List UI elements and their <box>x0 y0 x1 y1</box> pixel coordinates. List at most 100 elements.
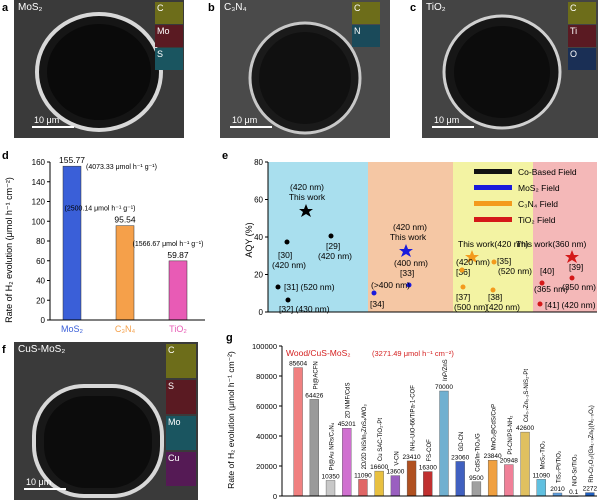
point-40 <box>539 280 545 286</box>
bar-name-label: MnO₂@CdS/CoP <box>492 404 498 450</box>
this-work-star-tio2 <box>565 250 579 263</box>
bar-value-label: 155.77 <box>59 155 85 165</box>
bar <box>504 464 514 497</box>
bar-value-label: 85604 <box>289 361 307 368</box>
chart-g: Rate of H₂ evolution (μmol h⁻¹ cm⁻²) 0 20… <box>226 342 598 501</box>
y-tick-label: 0 <box>41 316 46 325</box>
e-text: (>400 nm) <box>371 280 410 290</box>
point-36 <box>459 267 465 273</box>
bar <box>325 480 336 497</box>
y-tick-label: 40000 <box>256 432 277 441</box>
legend-label: Co-Based Field <box>518 167 577 177</box>
y-tick-label: 40 <box>36 277 45 286</box>
bar-name-label: NiO-Sr/TiO₂ <box>573 454 579 486</box>
y-tick-label: 80000 <box>256 372 277 381</box>
panel-d-letter: d <box>2 150 9 162</box>
eds-map-mo: Mo <box>166 416 196 450</box>
bar-note: (4073.33 μmol h⁻¹ g⁻¹) <box>86 164 157 171</box>
e-text: [38] <box>488 292 502 302</box>
bar-value-label: 20948 <box>500 458 518 465</box>
y-axis-label: Rate of H₂ evolution (μmol h⁻¹ cm⁻²) <box>4 177 14 323</box>
panel-c-letter: c <box>410 2 417 14</box>
eds-map-s: S <box>166 380 196 414</box>
bar-value-label: 95.54 <box>114 215 136 225</box>
bar-note: (1566.67 μmol h⁻¹ g⁻¹) <box>133 241 204 248</box>
bar-value-label: 0.1 <box>569 489 578 496</box>
e-text: [39] <box>569 262 583 272</box>
bar <box>115 225 135 321</box>
y-axis-label: AQY (%) <box>244 222 254 257</box>
bar-name-label: Rh-Cr₂O₃/(Ga₁₋ₓZnₓ)(N₁₋ₓOₓ) <box>589 405 595 482</box>
scale-bar <box>24 488 66 490</box>
legend-swatch <box>474 185 512 190</box>
sem-texture <box>220 0 390 138</box>
bar-name-label: NH₂-UiO-66/TiPa-1-COF <box>411 385 417 451</box>
eds-map-o: O <box>568 48 596 70</box>
sem-label: CuS-MoS₂ <box>18 344 66 355</box>
bar-value-label: 11090 <box>354 472 372 479</box>
eds-map-cu: Cu <box>166 452 196 486</box>
e-text: (420 nm) <box>486 302 520 312</box>
bar-name-label: GD-CN <box>459 432 465 452</box>
panel-a-letter: a <box>2 2 9 14</box>
eds-map-c: C <box>568 2 596 24</box>
e-text: This work <box>289 192 326 202</box>
bar-value-label: 2272 <box>583 486 598 493</box>
y-tick-label: 160 <box>32 158 46 167</box>
bar <box>423 471 433 497</box>
e-text: (420 nm) <box>290 182 324 192</box>
y-tick-label: 80 <box>254 158 263 167</box>
bar <box>471 481 482 497</box>
bar-name-label: 2D NMF/CdS <box>346 383 352 419</box>
bar-value-label: 59.87 <box>167 250 189 260</box>
bar-value-label: 16300 <box>419 465 437 472</box>
bar <box>406 460 417 497</box>
scale-text: 10 μm <box>232 115 258 125</box>
y-axis-label: Rate of H₂ evolution (μmol h⁻¹ cm⁻²) <box>226 351 236 489</box>
bar-value-label: 70000 <box>435 384 453 391</box>
point-30 <box>284 239 290 245</box>
bar <box>309 399 319 497</box>
panel-e-letter: e <box>222 150 229 162</box>
bar <box>62 165 82 321</box>
point-37 <box>460 284 466 290</box>
legend-label: MoS₂ Field <box>518 183 560 193</box>
bar <box>168 260 188 321</box>
scale-bar <box>432 126 474 128</box>
bar-name-label: V-CN <box>394 451 400 465</box>
bar <box>358 479 368 497</box>
point-32 <box>285 297 291 303</box>
bar <box>520 431 530 497</box>
sem-label: TiO₂ <box>426 2 446 13</box>
e-text: (350 nm) <box>562 282 596 292</box>
bar-name-label: FS-COF <box>427 439 433 462</box>
bar-value-label: 64426 <box>305 392 323 399</box>
x-tick-label: MoS₂ <box>61 324 84 334</box>
bar-value-label: 45201 <box>338 421 356 428</box>
e-text: (520 nm) <box>498 266 532 276</box>
eds-map-ti: Ti <box>568 25 596 47</box>
bar <box>293 367 303 497</box>
bar <box>439 390 449 497</box>
bar-name-label: Cu SAC-TiO₂-Pt <box>378 418 384 461</box>
bar-name-label: MoS₂-TiO₂ <box>540 440 546 469</box>
bar-value-label: 42600 <box>516 425 534 432</box>
bar-value-label: 23060 <box>451 454 469 461</box>
e-text: [37] <box>456 292 470 302</box>
bar-value-label: 16600 <box>370 464 388 471</box>
e-text: (500 nm) <box>454 302 488 312</box>
point-35 <box>491 259 497 265</box>
scale-text: 10 μm <box>34 115 60 125</box>
e-text: [35] <box>497 256 511 266</box>
point-33 <box>406 282 412 288</box>
y-tick-label: 20 <box>36 296 45 305</box>
chart-title: Wood/CuS-MoS₂ <box>286 348 351 358</box>
y-tick-label: 0 <box>259 308 264 317</box>
e-text: [34] <box>370 299 384 309</box>
y-tick-label: 100000 <box>252 342 277 351</box>
bar-name-label: TiS₂-Pt/TiO₂ <box>556 450 562 483</box>
e-text: [41] (420 nm) <box>545 300 596 310</box>
e-text: (420 nm) <box>393 222 427 232</box>
bar-value-label: 11090 <box>532 472 550 479</box>
e-text: This work <box>390 232 427 242</box>
